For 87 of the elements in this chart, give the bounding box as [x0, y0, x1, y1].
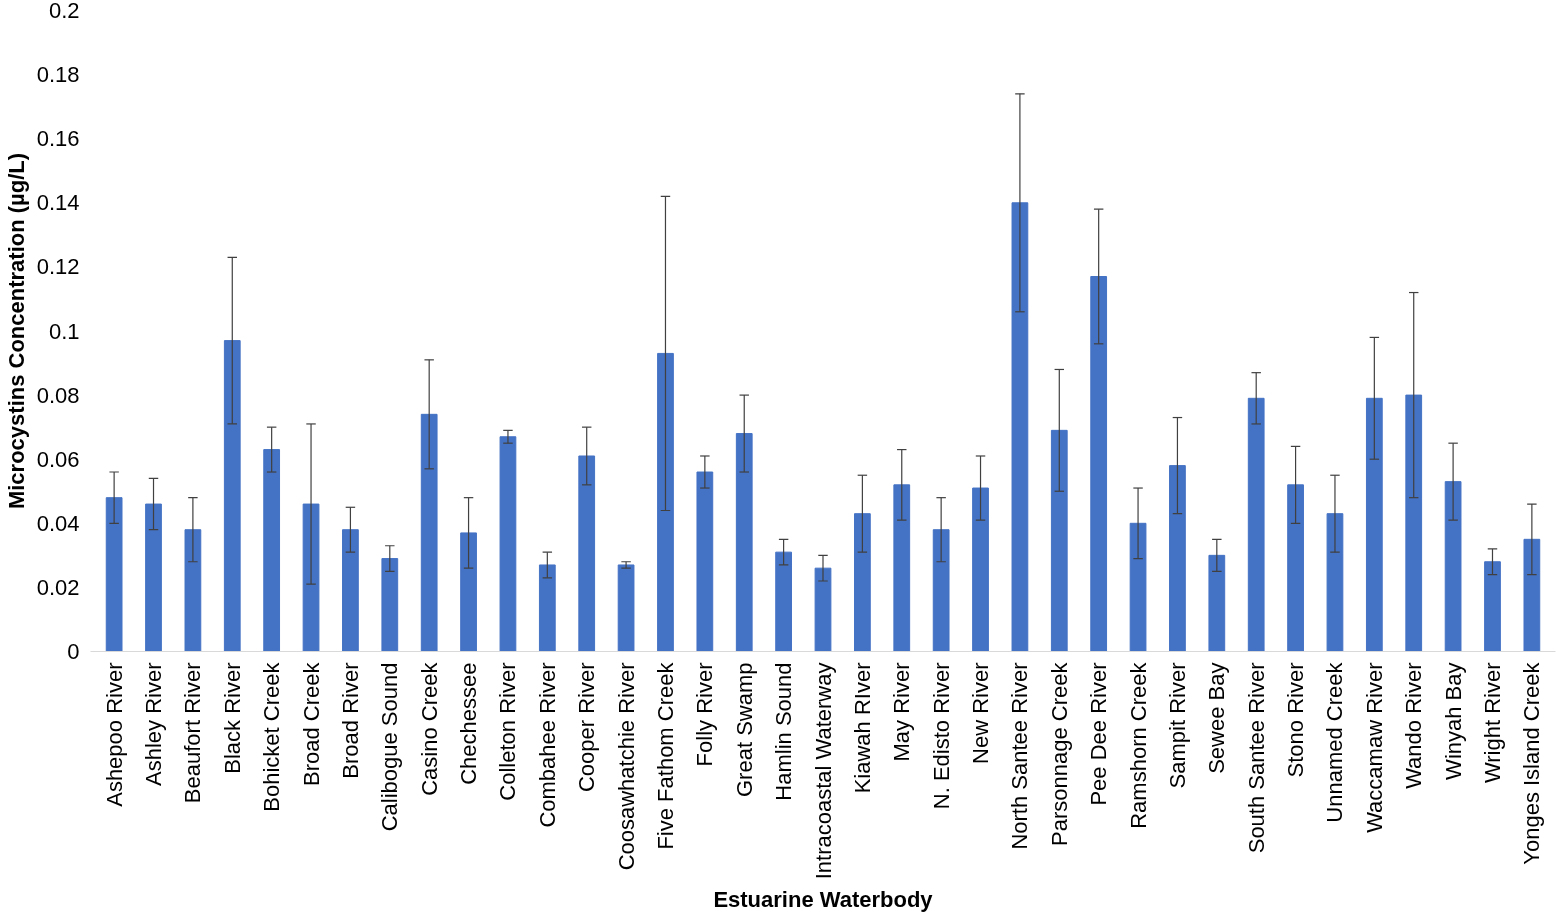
bar [1247, 397, 1265, 652]
x-tick-label: Beaufort River [180, 662, 206, 804]
bar [578, 455, 596, 652]
bar [1484, 561, 1501, 652]
bar [696, 471, 714, 652]
x-tick-label: Broad Creek [298, 661, 324, 786]
bar [1208, 554, 1226, 652]
x-tick-label: Cooper River [574, 662, 600, 793]
bar [263, 449, 281, 652]
x-tick-label: Ashley River [141, 662, 167, 786]
x-tick-label: Sampit River [1164, 662, 1190, 789]
x-tick-label: Bohicket Creek [259, 661, 285, 812]
bar [1444, 481, 1462, 652]
x-tick-label: Chechessee [456, 662, 482, 785]
x-tick-label: Sewee Bay [1204, 662, 1230, 774]
x-tick-label: N. Edisto River [928, 662, 954, 810]
y-axis-title: Microcystins Concentration (µg/L) [3, 152, 29, 510]
bar [302, 503, 320, 652]
x-tick-label: Great Swamp [731, 662, 757, 797]
bar [184, 529, 202, 652]
bar [223, 340, 241, 652]
y-tick-label: 0.02 [36, 574, 80, 600]
y-tick-label: 0.08 [36, 382, 80, 408]
x-tick-label: Coosawhatchie River [613, 662, 639, 871]
bar [105, 497, 123, 652]
bar [342, 529, 359, 652]
x-tick-label: South Santee River [1243, 662, 1269, 854]
bar [1090, 276, 1108, 652]
y-tick-label: 0.06 [36, 446, 80, 472]
x-tick-label: Pee Dee River [1086, 662, 1112, 806]
bar [145, 503, 162, 652]
bar [932, 529, 950, 652]
bar [1523, 538, 1541, 652]
bar [657, 352, 674, 652]
bar [1129, 522, 1147, 652]
x-tick-label: Parsonnage Creek [1046, 661, 1072, 846]
bar [1011, 202, 1029, 652]
y-tick-label: 0.14 [36, 190, 80, 216]
bar [814, 567, 832, 652]
bar [972, 487, 989, 652]
x-tick-label: Colleton River [495, 662, 521, 801]
x-tick-label: Broad River [337, 662, 363, 779]
bar [735, 433, 753, 652]
bar [854, 513, 871, 652]
y-tick-label: 0 [67, 639, 80, 664]
x-tick-label: Ashepoo River [101, 662, 127, 807]
y-tick-label: 0.12 [36, 254, 80, 280]
x-tick-label: Wando River [1401, 662, 1427, 789]
bar [1050, 429, 1068, 652]
bar [1365, 397, 1383, 652]
x-tick-label: Casino Creek [416, 661, 442, 796]
bar [381, 558, 399, 652]
bar [1287, 484, 1304, 652]
x-tick-label: Kiawah RIver [849, 662, 875, 794]
x-tick-label: Winyah Bay [1440, 662, 1466, 780]
bar [775, 551, 792, 652]
x-tick-label: Wright River [1479, 662, 1505, 784]
x-tick-label: North Santee River [1007, 662, 1033, 850]
y-tick-label: 0.16 [36, 126, 80, 152]
x-tick-label: Intracoastal Waterway [810, 662, 836, 880]
x-tick-label: Waccamaw River [1361, 662, 1387, 833]
bar [499, 436, 517, 652]
bar [617, 564, 635, 652]
bar [1169, 465, 1186, 652]
x-tick-label: Ramshorn Creek [1125, 661, 1151, 829]
y-tick-label: 0.18 [36, 62, 80, 88]
y-tick-label: 0.1 [48, 318, 80, 344]
y-tick-label: 0.2 [48, 0, 80, 23]
x-axis-title: Estuarine Waterbody [713, 887, 934, 913]
x-tick-label: May River [889, 662, 915, 762]
x-tick-label: Calibogue Sound [377, 662, 403, 832]
x-tick-label: Hamlin Sound [771, 662, 797, 801]
bar [420, 413, 438, 652]
x-tick-label: Stono River [1283, 662, 1309, 778]
x-tick-label: Black River [219, 662, 245, 774]
bar [1326, 513, 1344, 652]
x-tick-label: Combahee River [534, 662, 560, 828]
y-tick-label: 0.04 [36, 510, 80, 536]
x-tick-label: Unnamed Creek [1322, 661, 1348, 823]
x-tick-label: New River [968, 662, 994, 764]
x-tick-label: Folly River [692, 662, 718, 767]
bar [460, 532, 477, 652]
bar [1405, 394, 1423, 652]
bar [538, 564, 556, 652]
x-tick-label: Yonges Island Creek [1519, 661, 1545, 865]
x-tick-label: Five Fathom Creek [652, 661, 678, 850]
bar [893, 484, 911, 652]
